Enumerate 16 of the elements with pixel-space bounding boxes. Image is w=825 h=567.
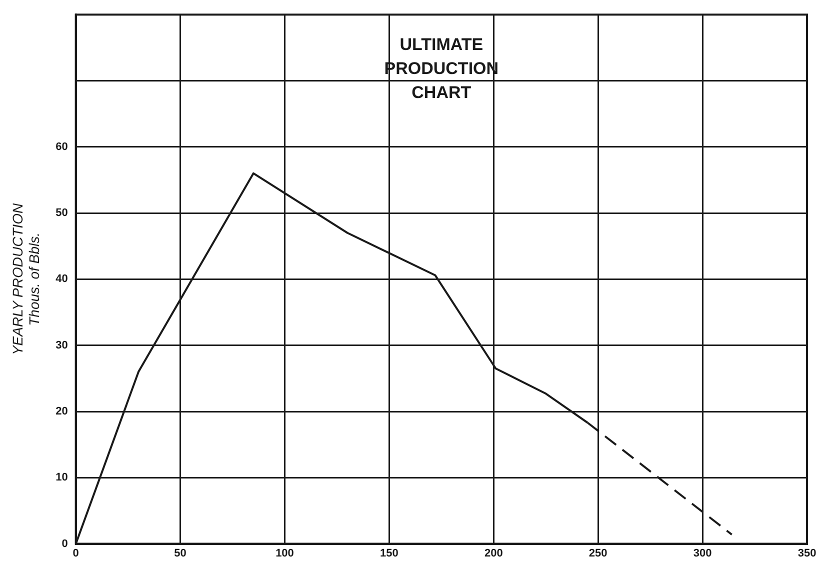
x-tick-label: 100	[276, 547, 294, 560]
x-tick-label: 250	[588, 547, 608, 560]
y-tick-label: 10	[56, 472, 68, 484]
y-tick-label: 30	[56, 339, 68, 352]
x-tick-label: 350	[798, 547, 816, 560]
x-tick-label: 150	[380, 547, 398, 560]
y-axis-title: YEARLY PRODUCTION Thous. of Bbls.	[9, 202, 42, 356]
y-tick-label: 0	[62, 538, 68, 550]
y-tick-label: 50	[56, 207, 68, 220]
x-tick-label: 50	[174, 547, 186, 560]
y-tick-label: 20	[56, 406, 68, 418]
x-tick-label: 0	[72, 547, 79, 560]
x-tick-label: 200	[484, 547, 503, 560]
y-tick-label: 60	[56, 140, 68, 153]
y-tick-label: 40	[56, 273, 68, 286]
x-tick-label: 300	[693, 547, 712, 560]
